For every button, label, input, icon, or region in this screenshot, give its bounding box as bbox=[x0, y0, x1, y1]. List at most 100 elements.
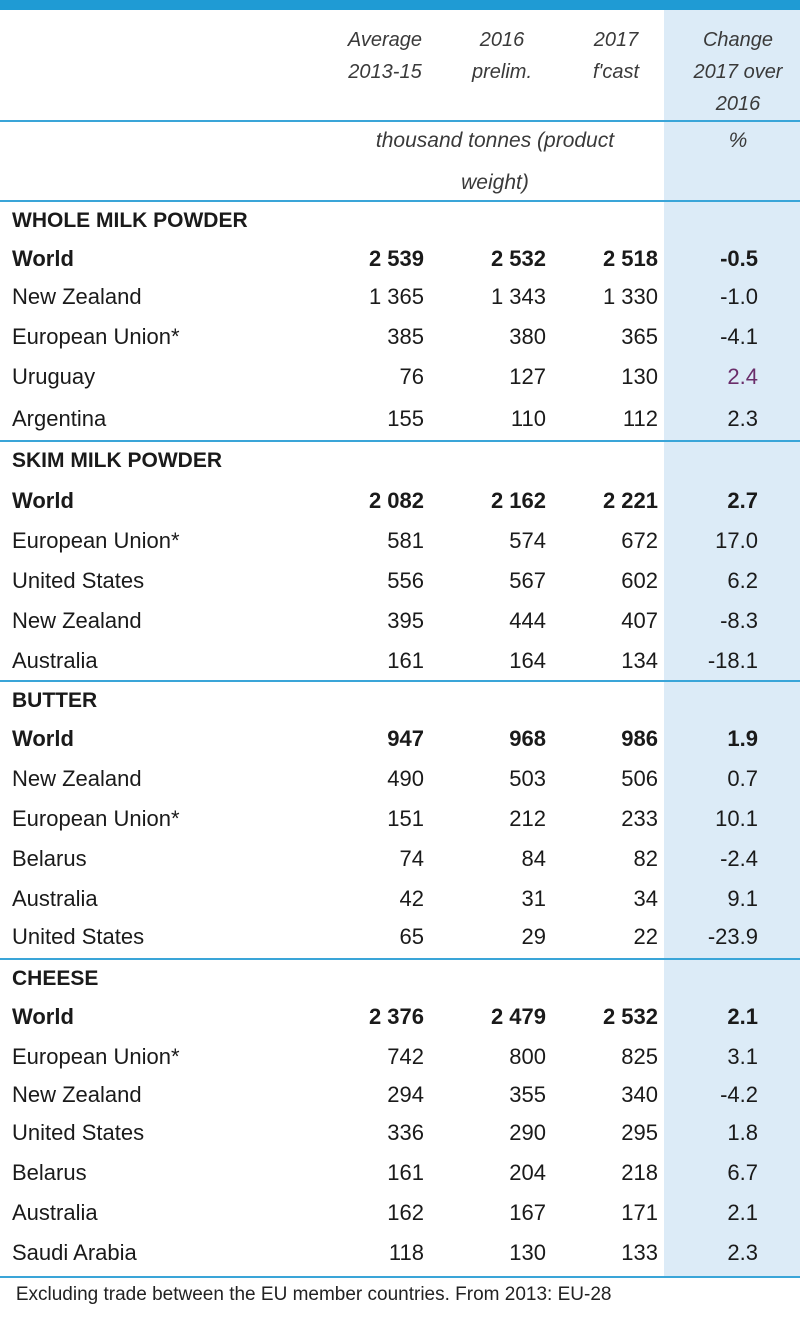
row-label: Australia bbox=[12, 1200, 98, 1225]
change-cell: -1.0 bbox=[720, 284, 758, 309]
value-cell-v3: 295 bbox=[621, 1120, 658, 1145]
row-label: New Zealand bbox=[12, 284, 142, 309]
column-header-2016: 2016 prelim. bbox=[471, 29, 532, 83]
value-cell-v2: 167 bbox=[509, 1200, 546, 1225]
change-cell: -8.3 bbox=[720, 608, 758, 633]
value-cell-v2: 212 bbox=[509, 806, 546, 831]
row-label: New Zealand bbox=[12, 1082, 142, 1107]
row-label: World bbox=[12, 1004, 74, 1029]
value-cell-v3: 112 bbox=[622, 406, 658, 431]
value-cell-v2: 503 bbox=[509, 766, 546, 791]
value-cell-v2: 29 bbox=[521, 924, 546, 949]
value-cell-v1: 162 bbox=[387, 1200, 424, 1225]
change-cell: 0.7 bbox=[727, 766, 758, 791]
section-title: CHEESE bbox=[12, 967, 99, 990]
footnote-marker bbox=[0, 1284, 16, 1305]
value-cell-v2: 574 bbox=[509, 528, 546, 553]
change-cell: -23.9 bbox=[707, 924, 758, 949]
value-cell-v3: 82 bbox=[633, 846, 658, 871]
row-label: Argentina bbox=[12, 406, 107, 431]
value-cell-v1: 2 376 bbox=[368, 1004, 424, 1029]
value-cell-v3: 602 bbox=[621, 568, 658, 593]
change-cell: -18.1 bbox=[707, 648, 758, 673]
row-label: United States bbox=[12, 924, 145, 949]
column-header-2017: 2017 f'cast bbox=[592, 29, 640, 83]
row-label: Saudi Arabia bbox=[12, 1240, 137, 1265]
row-label: New Zealand bbox=[12, 608, 142, 633]
value-cell-v1: 947 bbox=[387, 726, 424, 751]
change-cell: 3.1 bbox=[727, 1044, 758, 1069]
row-label: United States bbox=[12, 1120, 145, 1145]
value-cell-v1: 118 bbox=[388, 1240, 424, 1265]
row-label: European Union* bbox=[12, 806, 180, 831]
value-cell-v1: 395 bbox=[387, 608, 424, 633]
value-cell-v1: 161 bbox=[387, 648, 424, 673]
value-cell-v3: 672 bbox=[621, 528, 658, 553]
value-cell-v3: 340 bbox=[621, 1082, 658, 1107]
change-cell: 2.3 bbox=[727, 1240, 758, 1265]
change-cell: 1.9 bbox=[727, 726, 758, 751]
header-divider bbox=[0, 120, 800, 122]
change-cell: 9.1 bbox=[727, 886, 758, 911]
value-cell-v1: 336 bbox=[387, 1120, 424, 1145]
row-label: Uruguay bbox=[12, 364, 96, 389]
change-cell: -4.1 bbox=[720, 324, 758, 349]
row-label: European Union* bbox=[12, 324, 180, 349]
value-cell-v3: 407 bbox=[621, 608, 658, 633]
change-column-background bbox=[664, 10, 800, 1278]
row-label: World bbox=[12, 726, 74, 751]
footnote-text: Excluding trade between the EU member co… bbox=[15, 1284, 612, 1305]
value-cell-v1: 556 bbox=[387, 568, 424, 593]
value-cell-v3: 22 bbox=[633, 924, 658, 949]
change-cell: 2.1 bbox=[727, 1200, 758, 1225]
value-cell-v2: 164 bbox=[509, 648, 546, 673]
change-cell: 6.2 bbox=[727, 568, 758, 593]
value-cell-v3: 133 bbox=[621, 1240, 658, 1265]
value-cell-v3: 134 bbox=[621, 648, 658, 673]
column-header-change: Change 2017 over 2016 bbox=[693, 29, 783, 115]
units-label: thousand tonnes (product weight) bbox=[375, 129, 615, 194]
value-cell-v2: 968 bbox=[509, 726, 546, 751]
value-cell-v1: 490 bbox=[387, 766, 424, 791]
change-cell: -0.5 bbox=[720, 246, 758, 271]
value-cell-v3: 34 bbox=[633, 886, 658, 911]
value-cell-v2: 110 bbox=[510, 406, 546, 431]
value-cell-v2: 1 343 bbox=[490, 284, 546, 309]
change-cell: -4.2 bbox=[720, 1082, 758, 1107]
value-cell-v2: 290 bbox=[509, 1120, 546, 1145]
section-title: WHOLE MILK POWDER bbox=[12, 209, 248, 232]
change-cell: 17.0 bbox=[715, 528, 758, 553]
value-cell-v1: 151 bbox=[387, 806, 424, 831]
section-divider bbox=[0, 958, 800, 960]
value-cell-v3: 233 bbox=[621, 806, 658, 831]
value-cell-v3: 130 bbox=[621, 364, 658, 389]
change-cell: 6.7 bbox=[727, 1160, 758, 1185]
change-cell: 10.1 bbox=[715, 806, 758, 831]
value-cell-v3: 825 bbox=[621, 1044, 658, 1069]
value-cell-v1: 1 365 bbox=[368, 284, 424, 309]
change-cell: 2.1 bbox=[727, 1004, 758, 1029]
change-cell: 2.3 bbox=[727, 406, 758, 431]
value-cell-v1: 2 539 bbox=[368, 246, 424, 271]
value-cell-v1: 155 bbox=[387, 406, 424, 431]
value-cell-v3: 365 bbox=[621, 324, 658, 349]
units-change-label: % bbox=[728, 129, 748, 152]
value-cell-v2: 2 532 bbox=[490, 246, 546, 271]
value-cell-v1: 74 bbox=[399, 846, 424, 871]
value-cell-v3: 2 532 bbox=[602, 1004, 658, 1029]
value-cell-v1: 76 bbox=[399, 364, 424, 389]
row-label: New Zealand bbox=[12, 766, 142, 791]
value-cell-v3: 218 bbox=[621, 1160, 658, 1185]
value-cell-v1: 42 bbox=[399, 886, 424, 911]
value-cell-v1: 385 bbox=[387, 324, 424, 349]
value-cell-v1: 294 bbox=[387, 1082, 424, 1107]
value-cell-v2: 127 bbox=[509, 364, 546, 389]
value-cell-v1: 742 bbox=[387, 1044, 424, 1069]
value-cell-v2: 204 bbox=[509, 1160, 546, 1185]
row-label: Belarus bbox=[12, 846, 87, 871]
section-divider bbox=[0, 440, 800, 442]
row-label: Belarus bbox=[12, 1160, 87, 1185]
value-cell-v2: 800 bbox=[509, 1044, 546, 1069]
value-cell-v3: 986 bbox=[621, 726, 658, 751]
value-cell-v3: 2 221 bbox=[602, 488, 658, 513]
